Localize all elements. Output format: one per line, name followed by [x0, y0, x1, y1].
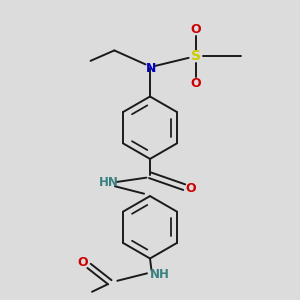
Text: O: O [185, 182, 196, 195]
Text: NH: NH [150, 268, 169, 281]
Text: S: S [191, 50, 201, 63]
Text: O: O [191, 23, 201, 36]
Text: O: O [191, 76, 201, 90]
Text: O: O [78, 256, 88, 269]
Text: N: N [146, 62, 157, 75]
Text: HN: HN [98, 176, 118, 189]
